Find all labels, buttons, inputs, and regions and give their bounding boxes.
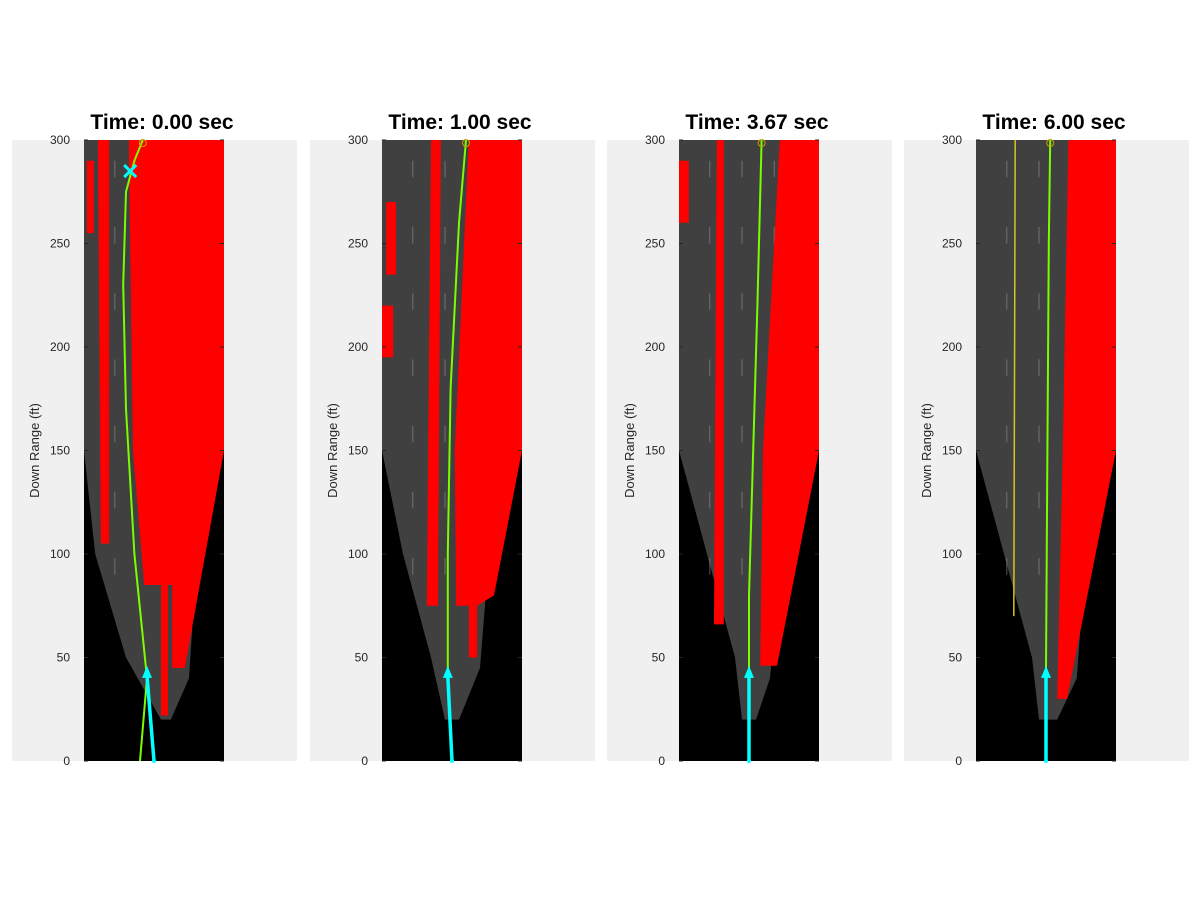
- occupied-region: [426, 140, 441, 606]
- occupied-region: [760, 140, 819, 666]
- y-tick-label: 300: [645, 133, 665, 147]
- goal-marker: [1046, 139, 1055, 147]
- occupied-region: [1057, 140, 1116, 699]
- y-tick-label: 100: [942, 547, 962, 561]
- occupied-region: [382, 305, 394, 358]
- y-axis-label: Down Range (ft): [325, 403, 340, 498]
- y-tick-label: 150: [50, 444, 70, 458]
- ego-position-dot: [1044, 759, 1048, 763]
- collision-marker-stroke: [123, 163, 138, 179]
- y-tick-label: 250: [348, 237, 368, 251]
- y-tick-label: 100: [645, 547, 665, 561]
- y-tick-label: 150: [942, 444, 962, 458]
- y-tick-label: 0: [63, 754, 70, 768]
- panel-title: Time: 3.67 sec: [685, 111, 829, 134]
- goal-marker: [138, 139, 147, 147]
- y-tick-label: 50: [652, 651, 666, 665]
- occupied-region: [468, 605, 478, 658]
- panel-title: Time: 6.00 sec: [982, 111, 1126, 134]
- y-axis-label: Down Range (ft): [622, 403, 637, 498]
- y-tick-label: 50: [355, 651, 369, 665]
- ego-arrow-head: [1041, 665, 1051, 678]
- y-tick-label: 300: [50, 133, 70, 147]
- goal-marker: [462, 139, 470, 147]
- y-tick-label: 250: [50, 237, 70, 251]
- ego-position-dot: [152, 759, 156, 763]
- planned-path-line: [122, 139, 149, 762]
- panel-1: 0 50 100 150 200 250 300 Down Range (ft) Time: 0…: [12, 111, 297, 768]
- ego-position-dot: [747, 759, 751, 763]
- ego-position-dot: [450, 759, 454, 763]
- candidate-path: [1013, 139, 1016, 617]
- y-tick-label: 150: [645, 444, 665, 458]
- y-tick-label: 250: [645, 237, 665, 251]
- occupied-region: [161, 585, 168, 716]
- occupied-region: [386, 202, 396, 275]
- y-tick-label: 0: [658, 754, 665, 768]
- occupied-region: [86, 160, 94, 234]
- collision-marker: [123, 163, 138, 179]
- y-tick-label: 250: [942, 237, 962, 251]
- panel-title: Time: 1.00 sec: [388, 111, 532, 134]
- y-tick-label: 50: [57, 651, 71, 665]
- y-tick-label: 200: [645, 340, 665, 354]
- ego-vehicle-arrow: [145, 675, 156, 762]
- panel-4: 0 50 100 150 200 250 300 Down Range (ft) Time: 6…: [904, 111, 1189, 768]
- ego-arrow-head: [142, 665, 152, 678]
- occupied-region: [714, 140, 724, 625]
- panel-title: Time: 0.00 sec: [90, 111, 234, 134]
- y-tick-label: 50: [949, 651, 963, 665]
- panels: 0 50 100 150 200 250 300 Down Range (ft) Time: 0…: [12, 111, 1189, 768]
- panel-3: 0 50 100 150 200 250 300 Down Range (ft) Time: 3…: [607, 111, 892, 768]
- ego-arrow-head: [442, 665, 453, 678]
- y-tick-label: 300: [348, 133, 368, 147]
- y-tick-label: 0: [361, 754, 368, 768]
- panel-2: 0 50 100 150 200 250 300 Down Range (ft) Time: 1…: [310, 111, 595, 768]
- y-tick-label: 200: [348, 340, 368, 354]
- goal-marker: [757, 139, 766, 147]
- y-axis-label: Down Range (ft): [919, 403, 934, 498]
- occupied-region: [679, 160, 689, 223]
- y-tick-label: 150: [348, 444, 368, 458]
- occupied-region: [128, 140, 224, 668]
- occupied-region: [98, 140, 110, 544]
- y-tick-label: 200: [942, 340, 962, 354]
- ego-arrow-head: [744, 665, 754, 678]
- y-axis-label: Down Range (ft): [27, 403, 42, 498]
- occupied-region: [454, 140, 522, 606]
- y-tick-label: 100: [50, 547, 70, 561]
- y-tick-label: 300: [942, 133, 962, 147]
- y-tick-label: 100: [348, 547, 368, 561]
- y-tick-label: 0: [955, 754, 962, 768]
- y-tick-label: 200: [50, 340, 70, 354]
- ego-vehicle-arrow: [446, 675, 454, 762]
